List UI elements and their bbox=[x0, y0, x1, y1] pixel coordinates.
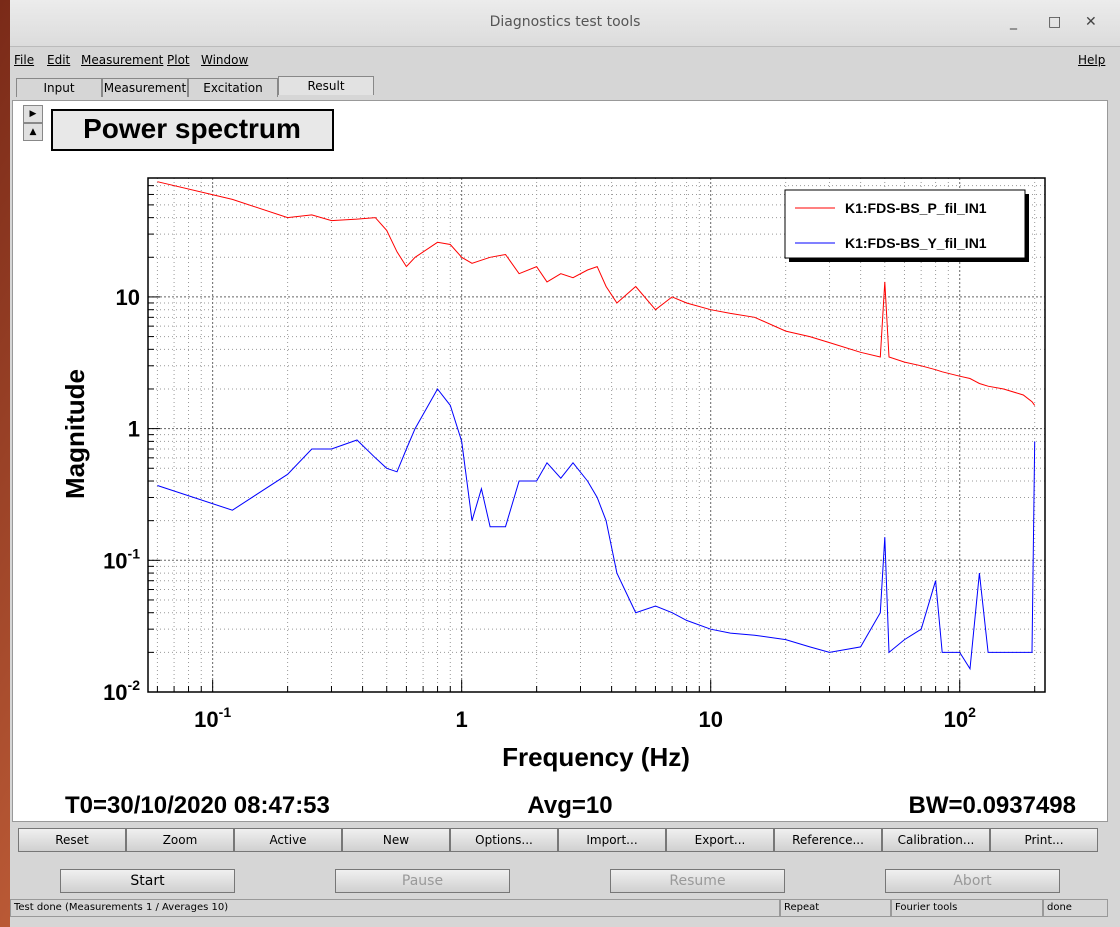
menu-item[interactable]: Edit bbox=[47, 53, 71, 67]
series-line bbox=[157, 388, 1036, 671]
tick-label-base: 10 bbox=[194, 707, 218, 732]
button[interactable]: Zoom bbox=[126, 828, 234, 852]
menu-item[interactable]: Window bbox=[201, 53, 249, 67]
tab[interactable]: Input bbox=[16, 78, 102, 97]
abort-button[interactable]: Abort bbox=[885, 869, 1060, 893]
tick-label-exp: -2 bbox=[128, 677, 141, 693]
menu-item[interactable]: Measurement bbox=[81, 53, 164, 67]
tick-label-exp: -1 bbox=[128, 545, 141, 561]
menu-item[interactable]: Help bbox=[1078, 53, 1106, 67]
plot-frame bbox=[147, 177, 1046, 693]
chart: Power spectrum Frequency (Hz) Magnitude … bbox=[51, 109, 1076, 819]
title-bar: Diagnostics test tools _ □ ✕ bbox=[10, 0, 1120, 47]
resume-button[interactable]: Resume bbox=[610, 869, 785, 893]
button[interactable]: Export... bbox=[666, 828, 774, 852]
window-title: Diagnostics test tools bbox=[489, 14, 641, 30]
y-axis-label: Magnitude bbox=[60, 369, 90, 499]
button[interactable]: Active bbox=[234, 828, 342, 852]
tick-label-base: 10 bbox=[103, 548, 127, 573]
tick-label: 10-1 bbox=[103, 545, 140, 573]
button[interactable]: Import... bbox=[558, 828, 666, 852]
tab[interactable]: Measurement bbox=[102, 78, 188, 97]
menu-item[interactable]: Plot bbox=[167, 53, 190, 67]
menu-item[interactable]: File bbox=[14, 53, 35, 67]
close[interactable]: ✕ bbox=[1085, 14, 1097, 30]
minimize[interactable]: _ bbox=[1010, 14, 1017, 30]
tabs: Input Measurement Excitation Result bbox=[10, 76, 1120, 98]
avg: Avg=10 bbox=[527, 792, 612, 819]
menu-bar: File Edit Measurement Plot Window Help bbox=[10, 50, 1120, 72]
tab[interactable]: Result bbox=[278, 76, 374, 95]
bandwidth: BW=0.0937498 bbox=[909, 792, 1076, 819]
button[interactable]: Print... bbox=[990, 828, 1098, 852]
tab[interactable]: Excitation bbox=[188, 78, 278, 97]
legend-label: K1:FDS-BS_P_fil_IN1 bbox=[845, 200, 987, 216]
maximize[interactable]: □ bbox=[1048, 14, 1062, 30]
arrow-right[interactable]: ▶ bbox=[23, 105, 43, 123]
tick-label: 1 bbox=[128, 417, 140, 442]
tick-label: 1 bbox=[456, 707, 468, 732]
button[interactable]: Options... bbox=[450, 828, 558, 852]
pause-button[interactable]: Pause bbox=[335, 869, 510, 893]
arrow-up[interactable]: ▲ bbox=[23, 123, 43, 141]
button[interactable]: Reference... bbox=[774, 828, 882, 852]
status-text: done bbox=[1043, 899, 1108, 917]
series-line bbox=[157, 181, 1036, 406]
tick-label: 10-1 bbox=[194, 704, 231, 732]
tick-label-base: 10 bbox=[103, 680, 127, 705]
tick-label: 102 bbox=[944, 704, 976, 732]
tick-label: 10 bbox=[698, 707, 722, 732]
legend bbox=[784, 189, 1026, 259]
chart-title: Power spectrum bbox=[83, 113, 301, 144]
button[interactable]: Calibration... bbox=[882, 828, 990, 852]
t0: T0=30/10/2020 08:47:53 bbox=[65, 792, 330, 819]
tick-label-base: 10 bbox=[944, 707, 968, 732]
tick-label: 10 bbox=[116, 285, 140, 310]
tick-label-exp: -1 bbox=[219, 704, 232, 720]
x-axis-label: Frequency (Hz) bbox=[502, 742, 690, 772]
title-box bbox=[51, 109, 334, 151]
window: Diagnostics test tools _ □ ✕ File Edit M… bbox=[10, 0, 1120, 927]
status-text: Test done (Measurements 1 / Averages 10) bbox=[10, 899, 780, 917]
button[interactable]: New bbox=[342, 828, 450, 852]
status-text: Fourier tools bbox=[891, 899, 1043, 917]
button[interactable]: Reset bbox=[18, 828, 126, 852]
status-text: Repeat bbox=[780, 899, 891, 917]
legend-label: K1:FDS-BS_Y_fil_IN1 bbox=[845, 235, 987, 251]
tick-label: 10-2 bbox=[103, 677, 140, 705]
tick-label-exp: 2 bbox=[968, 704, 976, 720]
start-button[interactable]: Start bbox=[60, 869, 235, 893]
